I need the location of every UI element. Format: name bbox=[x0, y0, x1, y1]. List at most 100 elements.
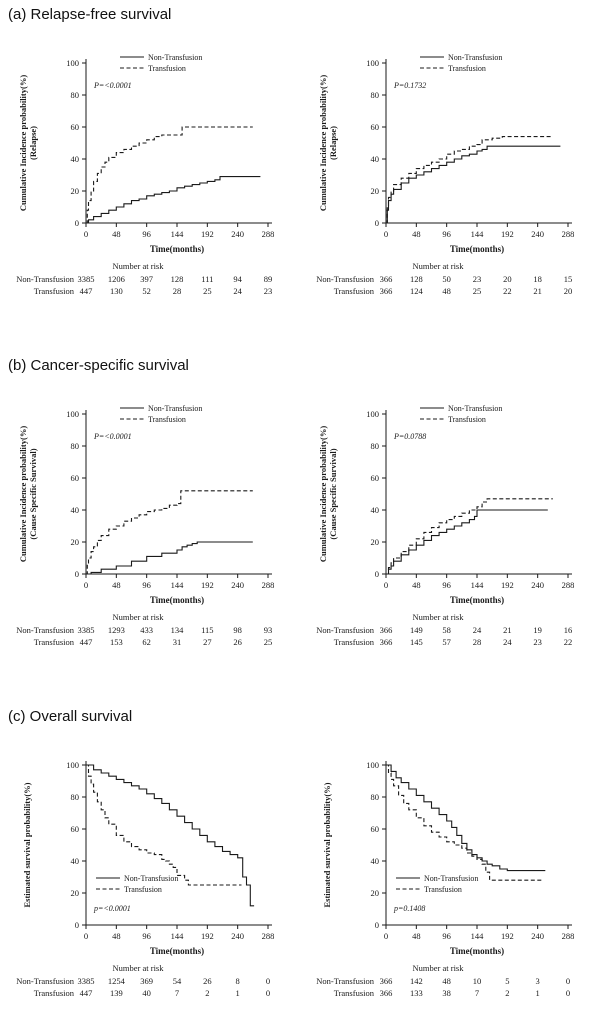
y-tick-label: 80 bbox=[371, 441, 380, 451]
number-at-risk-title: Number at risk bbox=[413, 963, 465, 973]
x-tick-label: 192 bbox=[201, 931, 214, 941]
x-axis-title: Time(months) bbox=[150, 244, 204, 254]
p-value: P=0.1732 bbox=[393, 81, 426, 90]
risk-row-label: Non-Transfusion bbox=[16, 274, 75, 284]
y-tick-label: 80 bbox=[71, 441, 80, 451]
risk-value: 111 bbox=[201, 274, 213, 284]
x-tick-label: 240 bbox=[231, 580, 244, 590]
number-at-risk-title: Number at risk bbox=[413, 612, 465, 622]
x-tick-label: 144 bbox=[471, 931, 485, 941]
x-tick-label: 48 bbox=[412, 229, 421, 239]
risk-row-label: Transfusion bbox=[334, 988, 375, 998]
x-tick-label: 192 bbox=[501, 580, 514, 590]
risk-value: 397 bbox=[140, 274, 153, 284]
risk-row-label: Non-Transfusion bbox=[16, 625, 75, 635]
risk-value: 366 bbox=[380, 286, 393, 296]
x-tick-label: 240 bbox=[231, 229, 244, 239]
chart-panel-overall-all: 0 20 40 60 80 100 0 48 96 144 192 240 288 Time(months… bbox=[16, 749, 308, 1003]
y-tick-label: 40 bbox=[371, 856, 380, 866]
y-tick-label: 40 bbox=[71, 856, 80, 866]
number-at-risk-title: Number at risk bbox=[413, 261, 465, 271]
series-curve-non-transfusion bbox=[386, 145, 561, 224]
chart-panel-cancer-specific-matched: 0 20 40 60 80 100 0 48 96 144 192 240 288 Time(months… bbox=[316, 398, 608, 652]
risk-value: 133 bbox=[410, 988, 423, 998]
x-tick-label: 288 bbox=[262, 580, 275, 590]
risk-value: 366 bbox=[380, 625, 393, 635]
x-tick-label: 48 bbox=[112, 931, 121, 941]
risk-value: 3385 bbox=[78, 976, 95, 986]
x-axis-title: Time(months) bbox=[450, 244, 504, 254]
p-value: P=<0.0001 bbox=[93, 81, 132, 90]
x-axis-title: Time(months) bbox=[150, 595, 204, 605]
risk-value: 94 bbox=[233, 274, 242, 284]
risk-value: 48 bbox=[442, 286, 451, 296]
y-tick-label: 60 bbox=[71, 473, 80, 483]
y-tick-label: 40 bbox=[71, 505, 80, 515]
y-tick-label: 0 bbox=[75, 218, 79, 228]
risk-value: 25 bbox=[473, 286, 482, 296]
risk-value: 52 bbox=[142, 286, 151, 296]
y-tick-label: 60 bbox=[71, 122, 80, 132]
x-tick-label: 192 bbox=[201, 580, 214, 590]
y-tick-label: 80 bbox=[71, 792, 80, 802]
y-tick-label: 60 bbox=[71, 824, 80, 834]
risk-value: 8 bbox=[236, 976, 240, 986]
y-tick-label: 40 bbox=[371, 154, 380, 164]
y-axis-title: Estimated survival probability(%) bbox=[22, 782, 32, 907]
x-tick-label: 240 bbox=[531, 931, 544, 941]
risk-row-label: Transfusion bbox=[334, 286, 375, 296]
risk-value: 1206 bbox=[108, 274, 125, 284]
risk-value: 145 bbox=[410, 637, 423, 647]
risk-value: 26 bbox=[203, 976, 212, 986]
section-a-heading: (a) Relapse-free survival bbox=[8, 6, 172, 23]
y-axis-title: Estimated survival probability(%) bbox=[322, 782, 332, 907]
section-c-chart-row: 0 20 40 60 80 100 0 48 96 144 192 240 288 Time(months… bbox=[8, 749, 611, 1003]
y-tick-label: 0 bbox=[75, 569, 79, 579]
y-tick-label: 40 bbox=[371, 505, 380, 515]
y-tick-label: 100 bbox=[366, 760, 379, 770]
risk-value: 2 bbox=[505, 988, 509, 998]
legend-label: Transfusion bbox=[148, 415, 186, 424]
x-axis-title: Time(months) bbox=[150, 946, 204, 956]
risk-value: 57 bbox=[442, 637, 451, 647]
survival-chart: 0 20 40 60 80 100 0 48 96 144 192 240 288 Time(months… bbox=[316, 53, 574, 296]
y-tick-label: 80 bbox=[371, 792, 380, 802]
risk-value: 149 bbox=[410, 625, 423, 635]
risk-value: 27 bbox=[203, 637, 212, 647]
legend-label: Non-Transfusion bbox=[148, 53, 202, 62]
x-tick-label: 288 bbox=[262, 229, 275, 239]
risk-value: 89 bbox=[264, 274, 273, 284]
p-value: p=0.1408 bbox=[393, 904, 425, 913]
chart-panel-relapse-all: 0 20 40 60 80 100 0 48 96 144 192 240 288 Time(months… bbox=[16, 47, 308, 301]
x-tick-label: 144 bbox=[471, 580, 485, 590]
p-value: P=<0.0001 bbox=[93, 432, 132, 441]
x-tick-label: 0 bbox=[384, 931, 388, 941]
legend-label: Non-Transfusion bbox=[448, 53, 502, 62]
risk-value: 19 bbox=[533, 625, 542, 635]
risk-value: 0 bbox=[566, 976, 570, 986]
risk-value: 26 bbox=[233, 637, 242, 647]
y-tick-label: 80 bbox=[371, 90, 380, 100]
legend-label: Non-Transfusion bbox=[124, 874, 178, 883]
risk-value: 31 bbox=[173, 637, 182, 647]
y-tick-label: 40 bbox=[71, 154, 80, 164]
y-tick-label: 20 bbox=[71, 186, 80, 196]
risk-value: 21 bbox=[503, 625, 512, 635]
risk-value: 0 bbox=[266, 976, 270, 986]
x-tick-label: 0 bbox=[84, 931, 88, 941]
legend-label: Transfusion bbox=[124, 885, 162, 894]
risk-value: 5 bbox=[505, 976, 509, 986]
series-curve-non-transfusion bbox=[86, 176, 261, 224]
survival-chart: 0 20 40 60 80 100 0 48 96 144 192 240 288 Time(months… bbox=[16, 53, 275, 296]
risk-value: 93 bbox=[264, 625, 273, 635]
risk-row-label: Non-Transfusion bbox=[316, 976, 375, 986]
x-tick-label: 288 bbox=[262, 931, 275, 941]
risk-value: 2 bbox=[205, 988, 209, 998]
risk-value: 447 bbox=[80, 637, 93, 647]
risk-value: 142 bbox=[410, 976, 423, 986]
risk-value: 22 bbox=[564, 637, 573, 647]
legend-label: Transfusion bbox=[424, 885, 462, 894]
y-tick-label: 20 bbox=[371, 537, 380, 547]
series-curve-transfusion bbox=[386, 136, 553, 224]
section-b-heading: (b) Cancer-specific survival bbox=[8, 357, 189, 374]
